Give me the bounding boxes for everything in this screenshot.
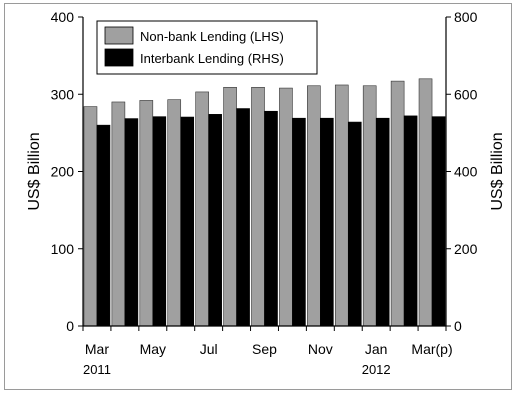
x-tick-label: Nov — [308, 341, 333, 357]
bar-interbank-9 — [347, 121, 362, 327]
x-tick-label: Mar — [85, 341, 109, 357]
bar-interbank-10 — [375, 117, 390, 327]
bar-nonbank-0 — [83, 106, 98, 327]
bar-nonbank-7 — [279, 87, 293, 327]
bar-interbank-8 — [320, 117, 334, 327]
bar-nonbank-11 — [390, 80, 405, 327]
bar-nonbank-10 — [362, 85, 377, 327]
bar-interbank-5 — [236, 108, 250, 327]
x-tick-label: Jan — [365, 341, 388, 357]
y-left-tick-label: 400 — [51, 9, 75, 25]
bar-chart: 0 100 200 300 400 0 200 400 600 800 Mar May Jul Sep No… — [26, 9, 506, 377]
bar-interbank-12 — [431, 116, 446, 327]
bar-nonbank-9 — [334, 84, 349, 327]
legend-swatch-0 — [104, 26, 134, 45]
y-left-tick-label: 300 — [51, 86, 75, 102]
axes-group: 0 100 200 300 400 0 200 400 600 800 Mar May Jul Sep No… — [26, 9, 506, 377]
legend-label-0: Non-bank Lending (LHS) — [140, 29, 284, 44]
bars-group — [83, 78, 446, 327]
bar-nonbank-1 — [111, 101, 126, 327]
y-right-tick-label: 600 — [454, 86, 478, 102]
y-right-axis-title: US$ Billion — [489, 132, 506, 210]
bar-interbank-0 — [96, 124, 111, 327]
y-right-tick-label: 200 — [454, 241, 478, 257]
y-right-tick-label: 800 — [454, 9, 478, 25]
bar-nonbank-4 — [195, 91, 209, 327]
bar-nonbank-12 — [418, 78, 433, 327]
bar-nonbank-2 — [139, 100, 154, 327]
legend-swatch-1 — [104, 48, 134, 67]
x-year-label: 2011 — [83, 362, 111, 377]
legend-box — [96, 20, 318, 75]
x-year-label: 2012 — [362, 362, 391, 377]
y-left-tick-label: 100 — [51, 241, 75, 257]
y-left-axis-title: US$ Billion — [26, 132, 43, 210]
bar-interbank-11 — [403, 115, 418, 327]
y-right-tick-label: 400 — [454, 164, 478, 180]
legend-label-1: Interbank Lending (RHS) — [140, 51, 284, 66]
bar-interbank-7 — [292, 117, 306, 327]
y-left-tick-label: 200 — [51, 164, 75, 180]
bar-nonbank-8 — [307, 85, 321, 327]
bar-interbank-1 — [124, 118, 139, 327]
y-left-tick-label: 0 — [66, 318, 74, 334]
x-tick-label: Sep — [252, 341, 277, 357]
legend: Non-bank Lending (LHS) Interbank Lending … — [96, 20, 318, 75]
bar-interbank-4 — [208, 114, 222, 327]
bar-nonbank-3 — [167, 99, 182, 327]
y-right-tick-label: 0 — [454, 318, 462, 334]
chart-frame: 0 100 200 300 400 0 200 400 600 800 Mar May Jul Sep No… — [4, 3, 512, 390]
bar-interbank-2 — [152, 116, 167, 327]
bar-nonbank-5 — [223, 86, 237, 327]
bar-interbank-6 — [264, 110, 278, 327]
x-tick-label: May — [140, 341, 166, 357]
x-tick-label: Jul — [200, 341, 218, 357]
bar-nonbank-6 — [251, 86, 265, 327]
bar-interbank-3 — [180, 116, 195, 327]
x-tick-label: Mar(p) — [411, 341, 452, 357]
